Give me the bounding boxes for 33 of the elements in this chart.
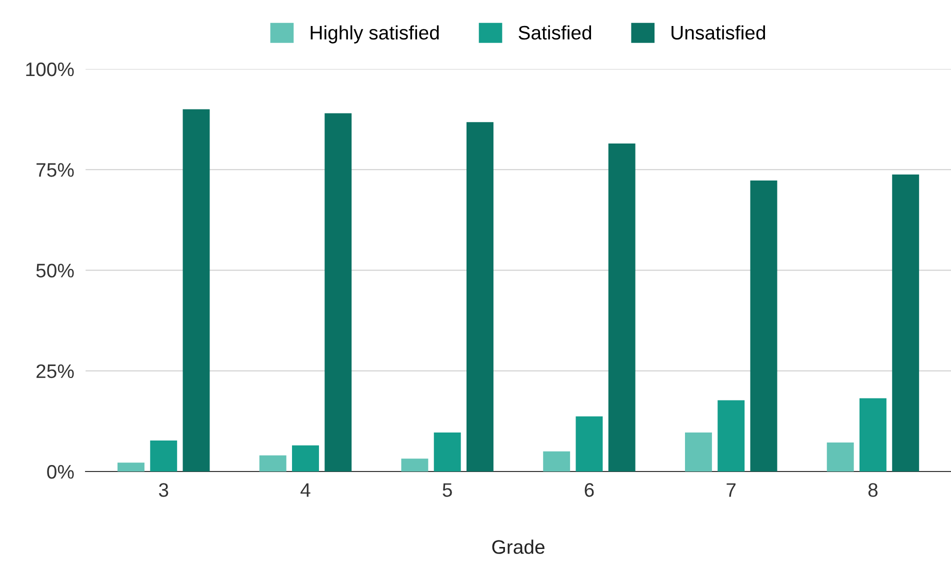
legend-label: Highly satisfied: [310, 25, 439, 44]
bar: [292, 445, 319, 472]
bar: [118, 462, 144, 472]
y-tick-label: 0%: [47, 464, 74, 479]
x-tick-label: 7: [726, 483, 736, 497]
bar: [182, 109, 210, 472]
x-tick-label: 4: [300, 483, 310, 497]
y-tick-label: 50%: [36, 264, 74, 278]
x-tick-label: 6: [584, 483, 594, 497]
y-tick-label: 100%: [26, 62, 74, 76]
bar: [859, 398, 886, 472]
bar: [718, 400, 745, 472]
bar: [576, 416, 603, 472]
x-tick-label: 3: [158, 483, 168, 497]
bar: [608, 143, 636, 472]
bar: [543, 451, 570, 472]
x-axis-title: Grade: [492, 540, 544, 554]
bar: [750, 180, 778, 472]
bar: [401, 458, 428, 472]
y-tick-label: 25%: [36, 364, 74, 378]
bar: [892, 174, 920, 472]
legend-label: Unsatisfied: [672, 25, 766, 40]
bar: [259, 455, 286, 472]
bar: [434, 432, 461, 472]
bar: [826, 442, 854, 472]
x-tick-label: 5: [442, 483, 452, 497]
x-tick-label: 8: [868, 483, 878, 497]
bar: [324, 113, 352, 472]
bar: [466, 122, 494, 472]
bar: [684, 432, 712, 472]
bar: [150, 440, 178, 472]
legend-label: Satisfied: [518, 25, 592, 40]
y-tick-label: 75%: [36, 163, 74, 177]
